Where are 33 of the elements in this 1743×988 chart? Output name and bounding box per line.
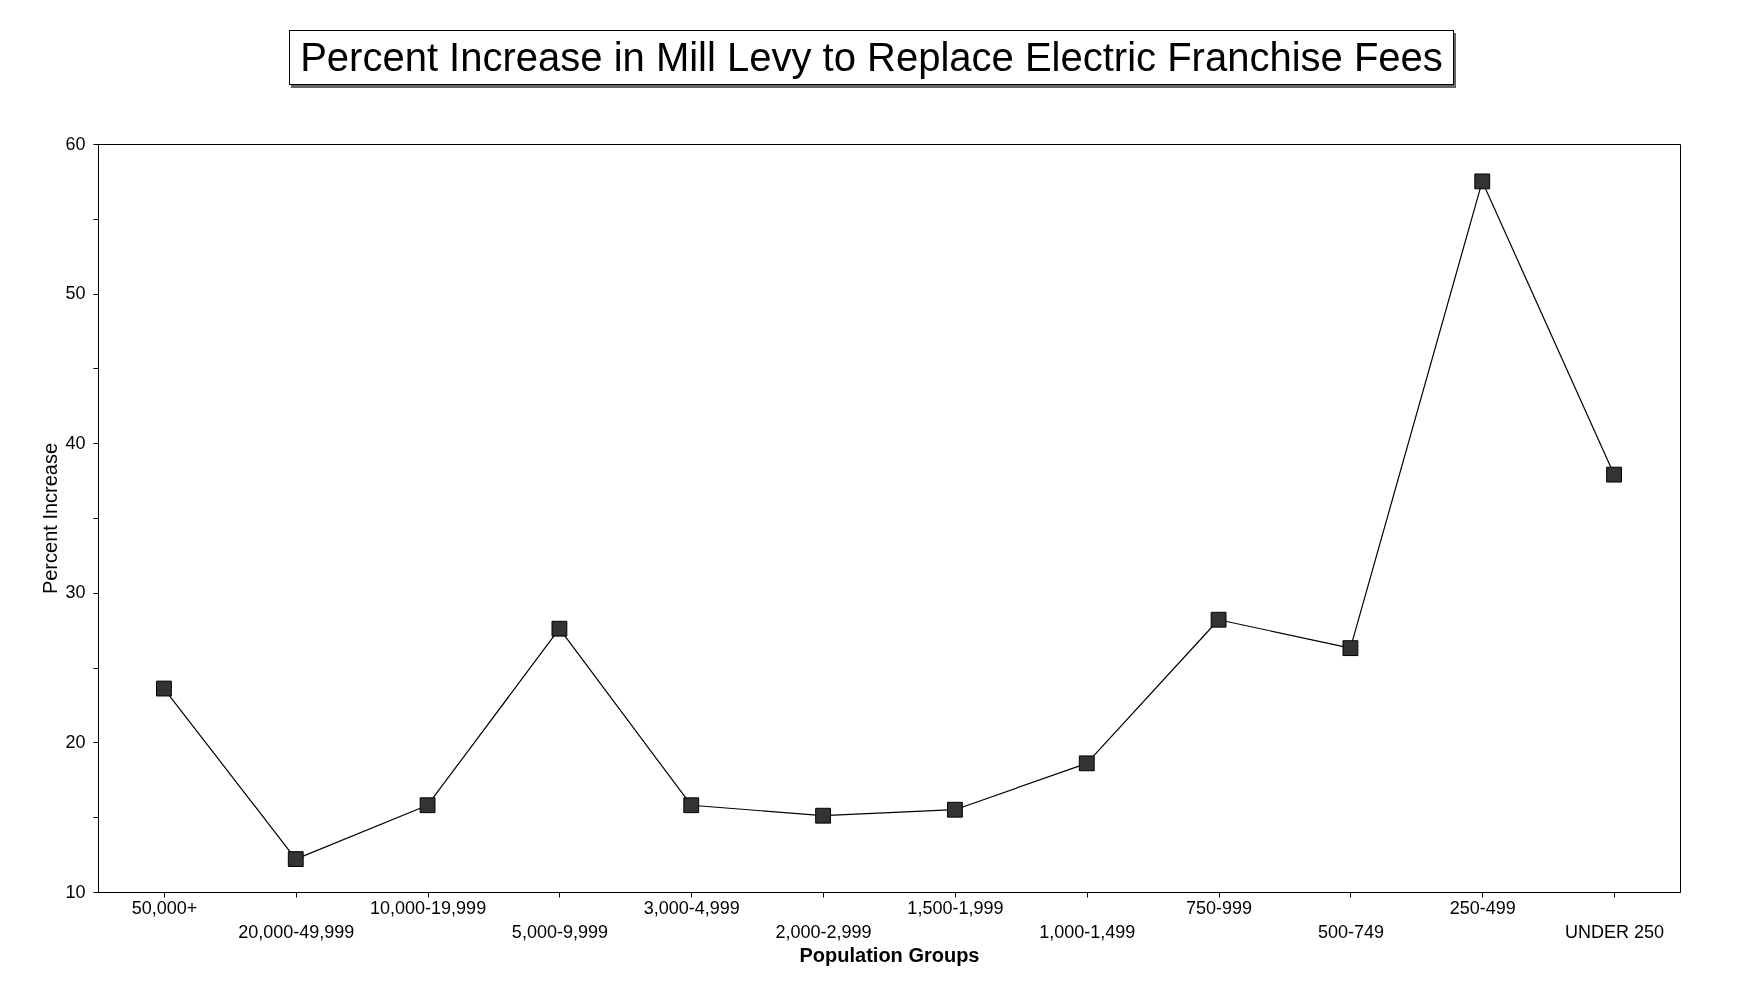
- x-tick-label: 3,000-4,999: [643, 897, 740, 918]
- x-tick-label: 750-999: [1186, 897, 1253, 918]
- x-tick-label: 5,000-9,999: [511, 921, 608, 942]
- y-tick-label: 60: [65, 133, 86, 154]
- x-tick-label: 250-499: [1449, 897, 1516, 918]
- x-axis-title: Population Groups: [799, 943, 980, 966]
- x-tick-label: UNDER 250: [1565, 921, 1665, 942]
- x-tick-label: 1,500-1,999: [907, 897, 1004, 918]
- point: [287, 851, 304, 867]
- point: [1474, 173, 1491, 190]
- y-tick-label: 10: [65, 881, 86, 902]
- point: [551, 620, 568, 637]
- point: [815, 807, 831, 824]
- point: [419, 797, 436, 814]
- y-axis-title: Percent Increase: [39, 442, 62, 595]
- x-tick-label: 20,000-49,999: [238, 921, 355, 942]
- point: [1606, 466, 1622, 483]
- y-tick-label: 40: [65, 432, 86, 453]
- y-tick-label: 20: [65, 731, 86, 752]
- y-tick-label: 50: [65, 283, 86, 304]
- x-tick-label: 50,000+: [131, 897, 198, 918]
- point: [1342, 640, 1359, 657]
- point: [683, 797, 700, 814]
- x-tick-label: 500-749: [1317, 921, 1384, 942]
- point: [947, 801, 963, 818]
- x-tick-label: 2,000-2,999: [775, 921, 872, 942]
- point: [1210, 611, 1227, 628]
- chart-title: Percent Increase in Mill Levy to Replace Electric Franchise Fees: [289, 30, 1454, 85]
- point: [156, 680, 172, 697]
- point: [1078, 755, 1095, 772]
- x-tick-label: 1,000-1,499: [1039, 921, 1136, 942]
- x-tick-label: 10,000-19,999: [370, 897, 487, 918]
- y-tick-label: 30: [65, 582, 86, 603]
